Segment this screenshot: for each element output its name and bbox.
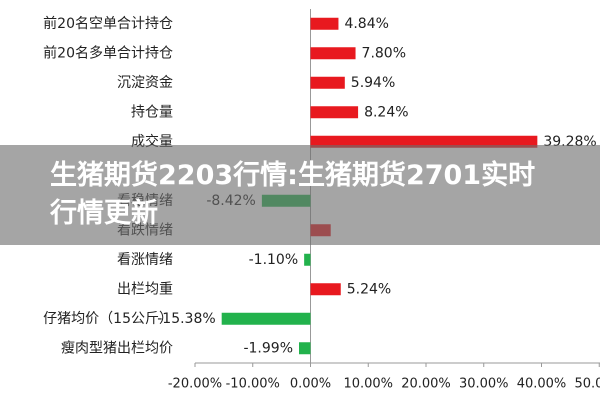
value-label: 8.24% xyxy=(364,104,408,120)
y-tick-label: 前20名空单合计持仓 xyxy=(43,15,173,32)
y-tick-label: 沉淀资金 xyxy=(117,75,173,91)
bar xyxy=(310,135,538,148)
bar xyxy=(304,253,311,266)
value-label: 5.94% xyxy=(351,75,395,91)
value-label: -15.38% xyxy=(157,311,215,327)
x-tick-label: 40.00% xyxy=(517,377,567,392)
x-tick-label: 0.00% xyxy=(290,377,331,392)
value-label: -1.10% xyxy=(249,252,299,268)
x-tick-label: -20.00% xyxy=(168,377,222,392)
y-tick-label: 瘦肉型猪出栏均价 xyxy=(61,339,173,356)
bar xyxy=(310,17,339,30)
bar xyxy=(221,312,311,325)
value-label: 5.24% xyxy=(347,281,391,297)
overlay-title: 生猪期货2203行情:生猪期货2701实时行情更新 xyxy=(50,160,536,229)
x-tick-label: -10.00% xyxy=(226,377,280,392)
x-tick-label: 20.00% xyxy=(401,377,451,392)
bar xyxy=(299,342,311,355)
y-tick-label: 出栏均重 xyxy=(117,281,173,297)
x-tick-label: 30.00% xyxy=(459,377,509,392)
x-tick-label: 10.00% xyxy=(343,377,393,392)
value-label: -1.99% xyxy=(243,340,293,356)
bar xyxy=(310,106,359,119)
y-tick-label: 前20名多单合计持仓 xyxy=(43,44,173,61)
bar xyxy=(310,76,345,89)
x-tick-label: 50.00% xyxy=(574,377,600,392)
y-tick-label: 看涨情绪 xyxy=(117,252,173,268)
bar xyxy=(310,283,341,296)
bar xyxy=(310,47,356,60)
y-tick-label: 仔猪均价（15公斤） xyxy=(43,311,173,327)
value-label: 7.80% xyxy=(362,45,406,61)
y-tick-label: 持仓量 xyxy=(131,104,173,120)
value-label: 4.84% xyxy=(344,16,388,32)
overlay-banner: 生猪期货2203行情:生猪期货2701实时行情更新 xyxy=(0,145,600,245)
